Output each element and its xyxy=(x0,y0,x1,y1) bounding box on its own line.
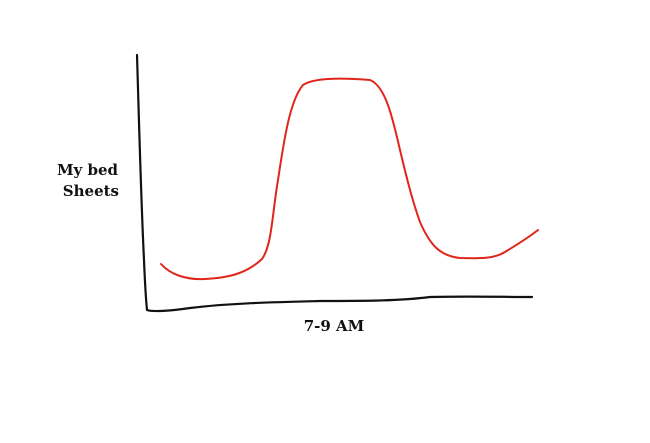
axes xyxy=(135,53,534,313)
y-axis-label: Sheets xyxy=(63,182,119,200)
curve xyxy=(160,77,539,281)
y-axis-label: My bed xyxy=(57,161,119,179)
x-axis-label: 7-9 AM xyxy=(304,317,365,335)
